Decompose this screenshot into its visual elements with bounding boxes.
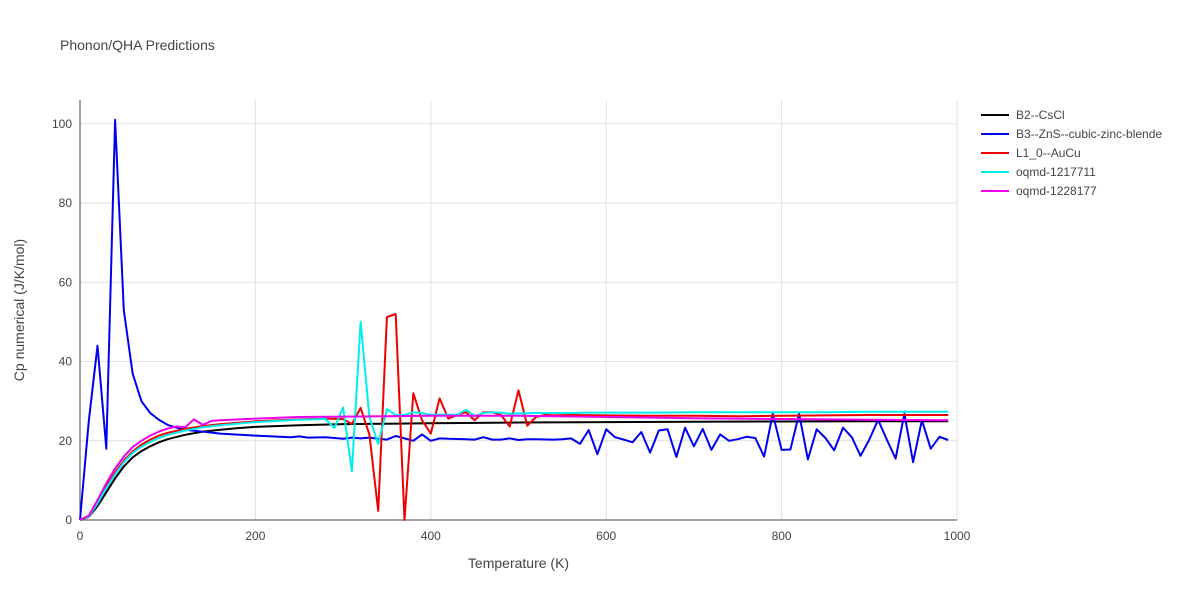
legend-item[interactable]: oqmd-1228177 <box>981 184 1097 198</box>
legend-label: L1_0--AuCu <box>1016 146 1081 160</box>
x-tick-label: 800 <box>772 529 792 543</box>
legend-label: oqmd-1217711 <box>1016 165 1096 179</box>
x-tick-label: 600 <box>596 529 616 543</box>
y-tick-label: 0 <box>65 513 72 527</box>
x-tick-label: 400 <box>421 529 441 543</box>
legend-item[interactable]: B3--ZnS--cubic-zinc-blende <box>981 127 1162 141</box>
x-tick-label: 200 <box>245 529 265 543</box>
legend-item[interactable]: B2--CsCl <box>981 108 1065 122</box>
legend-item[interactable]: L1_0--AuCu <box>981 146 1081 160</box>
legend: B2--CsCl B3--ZnS--cubic-zinc-blende L1_0--… <box>981 108 1162 198</box>
series-line-oqmd-1228177 <box>79 414 949 521</box>
grid <box>80 100 958 520</box>
series-line-b2-cscl <box>79 420 949 521</box>
series-line-oqmd-1217711 <box>79 320 949 521</box>
y-tick-label: 20 <box>59 434 73 448</box>
y-tick-label: 100 <box>52 117 72 131</box>
tick-labels: 0 200 400 600 800 1000 0 20 40 60 80 100 <box>52 117 971 543</box>
y-axis-label: Cp numerical (J/K/mol) <box>11 239 27 381</box>
x-tick-label: 0 <box>77 529 84 543</box>
legend-label: B2--CsCl <box>1016 108 1065 122</box>
y-tick-label: 80 <box>59 196 73 210</box>
x-tick-label: 1000 <box>944 529 971 543</box>
legend-label: B3--ZnS--cubic-zinc-blende <box>1016 127 1162 141</box>
x-axis-label: Temperature (K) <box>468 555 569 571</box>
plot-area <box>79 118 949 521</box>
axes <box>79 100 957 521</box>
series-line-l1-0-aucu <box>79 313 949 521</box>
legend-label: oqmd-1228177 <box>1016 184 1097 198</box>
y-tick-label: 40 <box>59 355 73 369</box>
y-tick-label: 60 <box>59 275 73 289</box>
legend-item[interactable]: oqmd-1217711 <box>981 165 1096 179</box>
chart-title: Phonon/QHA Predictions <box>60 37 215 53</box>
series-line-b3-zns-cubic-zinc-blende <box>79 118 949 521</box>
